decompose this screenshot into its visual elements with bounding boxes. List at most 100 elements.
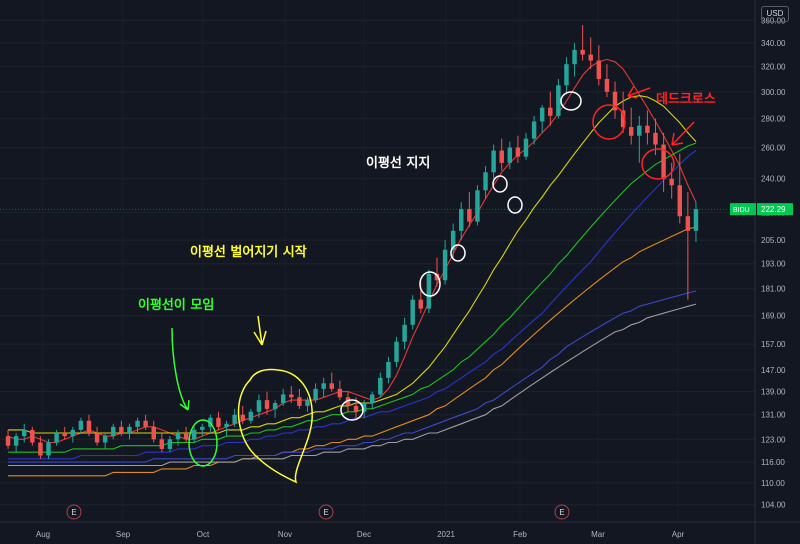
y-tick-label: 193.00 [761,260,786,269]
y-tick-label: 110.00 [761,479,785,488]
earnings-marker-icon [318,504,334,520]
y-tick-label: 340.00 [761,39,786,48]
candle-body [693,209,699,231]
candle-body [102,436,108,443]
candle-body [78,420,84,430]
y-tick-label: 181.00 [761,285,786,294]
ma-support-circle-icon [507,196,523,214]
candle-body [248,411,254,421]
candle-body [418,299,424,309]
y-tick-label: 300.00 [761,88,786,97]
y-tick-label: 116.00 [761,458,785,467]
candle-body [5,436,11,446]
candle-body [175,433,181,440]
y-tick-label: 131.00 [761,411,786,420]
candle-body [272,403,278,409]
candle-body [491,150,496,173]
ma600-line [8,303,697,467]
candle-body [370,394,375,404]
ma-converge-label: 이평선이 모임 [138,297,214,313]
earnings-marker-label: E [559,508,564,517]
candle-body [620,110,626,128]
x-tick-label: Feb [513,530,527,539]
ma-divergence-arrow-icon [253,315,267,346]
candle-body [183,433,189,440]
candle-body [119,426,124,434]
ma-support-label: 이평선 지지 [366,155,430,171]
candle-body [46,442,51,456]
currency-button[interactable]: USD [761,6,789,22]
x-tick-label: Apr [672,530,685,539]
price-axis: 104.00 110.00 116.00 123.00 131.00 139.00 147.… [754,0,786,544]
candle-body [669,178,674,186]
candle-body [588,54,593,61]
candle-body [637,125,642,136]
candle-body [232,414,237,424]
candle-body [523,138,529,157]
candle-body [345,397,351,406]
candle-body [167,439,173,449]
ma-support-circle-icon [560,91,582,111]
candle-body [22,429,27,437]
candle-body [677,185,682,217]
candle-body [264,400,270,409]
last-price-label: 222.29 [761,205,786,214]
ticker-label: BIDU [733,207,750,214]
ticker-badge [730,203,756,216]
candle-body [353,405,359,412]
ma-support-circle-icon [492,175,508,193]
candle-body [459,209,464,231]
candle-body [216,417,221,427]
candle-body [628,127,634,136]
ma-divergence-circle-icon [237,368,313,484]
candle-body [135,420,140,427]
candle-body [143,420,148,427]
ma20-line [8,95,697,434]
ma-divergence-label: 이평선 벌어지기 시작 [190,244,307,260]
candle-body [685,216,691,231]
candle-body [30,429,35,443]
candle-body [361,403,367,412]
ma-converge-arrow-icon [171,327,190,411]
candle-body [111,426,116,437]
candle-body [54,433,59,443]
ma5-line [7,58,697,444]
candle-body [256,400,262,412]
candle-body [515,147,521,157]
candle-body [386,361,391,378]
candle-body [580,49,585,55]
ma-support-circle-icon [419,271,441,297]
candle-body [240,414,245,421]
ma240-line [8,226,697,477]
candle-body [548,107,553,116]
candle-body [38,442,43,456]
death-cross-label: 데드크로스 [656,92,716,107]
time-axis: Aug Sep Oct Nov Dec 2021 Feb Mar Apr [0,521,800,539]
candle-body [402,324,407,342]
x-tick-label: 2021 [437,530,455,539]
y-tick-label: 157.00 [761,340,786,349]
candle-body [127,426,132,434]
candle-body [313,388,318,401]
candle-body [499,150,504,163]
candle-body [661,144,666,179]
last-price-marker: BIDU 222.29 [0,203,793,216]
candle-body [467,209,472,222]
y-tick-label: 260.00 [761,144,786,153]
x-tick-label: Sep [116,530,131,539]
candle-body [86,420,92,434]
candle-body [653,132,658,145]
candle-body [410,299,415,325]
ma-support-circle-icon [340,399,364,421]
earnings-marker-label: E [323,508,328,517]
candle-body [556,85,561,116]
last-price-badge [757,203,793,216]
ma480-line [8,290,697,463]
candle-body [564,64,569,86]
x-tick-label: Dec [357,530,371,539]
candle-body [434,273,440,281]
y-tick-label: 169.00 [761,311,786,320]
candle-body [475,190,480,222]
